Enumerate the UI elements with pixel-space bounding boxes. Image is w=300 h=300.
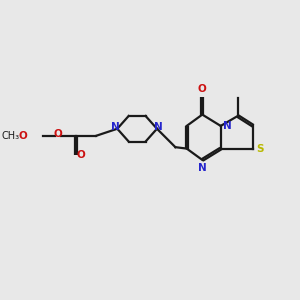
Text: N: N (198, 163, 207, 173)
Text: O: O (53, 129, 62, 140)
Text: CH₃: CH₃ (2, 131, 20, 141)
Text: N: N (223, 121, 232, 131)
Text: O: O (77, 150, 86, 160)
Text: N: N (154, 122, 163, 132)
Text: O: O (198, 85, 207, 94)
Text: N: N (112, 122, 120, 132)
Text: S: S (257, 144, 264, 154)
Text: O: O (18, 131, 27, 141)
